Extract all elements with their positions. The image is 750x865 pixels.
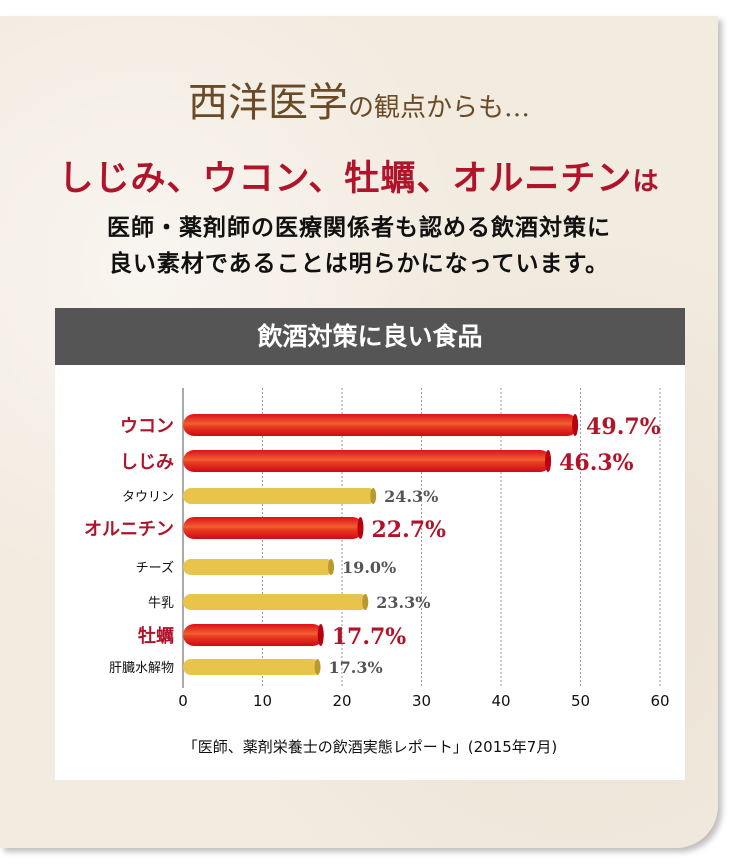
x-tick-label: 30 <box>412 692 431 710</box>
bar <box>183 517 364 539</box>
bar <box>183 659 321 675</box>
bar <box>183 488 377 504</box>
headline-suffix: の観点からも… <box>347 93 530 123</box>
headline: 西洋医学の観点からも… <box>0 70 718 128</box>
bar <box>183 414 579 436</box>
bar <box>183 450 552 472</box>
subheadline-suffix: は <box>632 167 660 197</box>
x-tick-label: 0 <box>178 692 188 710</box>
body-line: 良い素材であることは明らかになっています。 <box>108 250 610 277</box>
bar-end <box>370 488 377 504</box>
x-tick-label: 50 <box>571 692 590 710</box>
bar-end <box>572 414 579 436</box>
value-label: 19.0% <box>342 558 396 577</box>
subheadline: しじみ、ウコン、牡蠣、オルニチンは <box>0 150 718 201</box>
value-label: 23.3% <box>376 593 430 612</box>
subheadline-main: しじみ、ウコン、牡蠣、オルニチン <box>58 158 633 199</box>
value-label: 17.3% <box>329 658 383 677</box>
category-label: 牛乳 <box>148 596 174 611</box>
value-label: 46.3% <box>559 450 634 476</box>
x-tick-label: 40 <box>491 692 510 710</box>
bar <box>183 594 369 610</box>
body-text: 医師・薬剤師の医療関係者も認める飲酒対策に 良い素材であることは明らかになってい… <box>0 210 718 282</box>
headline-main: 西洋医学 <box>187 80 348 126</box>
value-label: 24.3% <box>384 487 438 506</box>
chart-title: 飲酒対策に良い食品 <box>55 308 685 365</box>
bar <box>183 624 324 646</box>
x-tick-label: 60 <box>650 692 669 710</box>
x-tick-label: 10 <box>253 692 272 710</box>
category-label: しじみ <box>120 452 174 473</box>
bar-end <box>357 517 364 539</box>
category-label: タウリン <box>122 490 174 505</box>
bar-end <box>314 659 321 675</box>
x-tick-label: 20 <box>332 692 351 710</box>
category-label: 牡蠣 <box>138 625 174 647</box>
bar-end <box>317 624 324 646</box>
bar <box>183 559 335 575</box>
value-label: 22.7% <box>371 517 446 543</box>
value-label: 17.7% <box>332 624 407 650</box>
chart-source: 「医師、薬剤栄養士の飲酒実態レポート」(2015年7月) <box>182 738 558 756</box>
category-label: チーズ <box>136 560 174 576</box>
bar-end <box>328 559 335 575</box>
bar-end <box>362 594 369 610</box>
category-label: オルニチン <box>84 519 174 540</box>
category-label: 肝臓水解物 <box>109 661 174 676</box>
category-label: ウコン <box>120 416 174 437</box>
value-label: 49.7% <box>586 414 661 440</box>
bar-end <box>545 450 552 472</box>
body-line: 医師・薬剤師の医療関係者も認める飲酒対策に <box>107 214 611 241</box>
